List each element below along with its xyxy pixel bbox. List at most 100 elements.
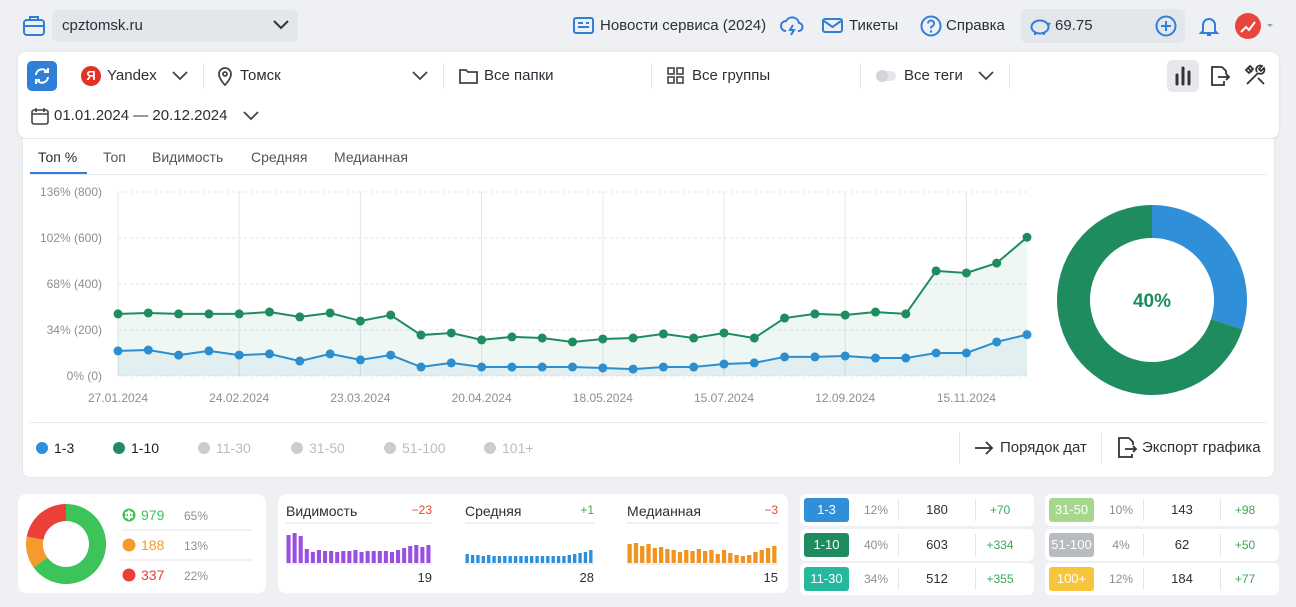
spark-bar <box>703 551 708 563</box>
add-funds[interactable] <box>1155 15 1177 37</box>
series-point <box>325 349 335 359</box>
position-count: 62 <box>1174 536 1190 552</box>
cell-divider <box>898 533 899 556</box>
x-tick-label: 18.05.2024 <box>573 391 633 405</box>
tab[interactable]: Топ <box>103 149 126 165</box>
spark-bar <box>389 552 394 563</box>
series-point <box>416 362 426 372</box>
series-point <box>658 329 668 339</box>
spark-bar <box>759 550 764 563</box>
site-select[interactable] <box>52 10 298 42</box>
x-tick-label: 12.09.2024 <box>815 391 875 405</box>
legend-dot <box>36 442 48 454</box>
series-point <box>537 333 547 343</box>
metric-value: 19 <box>417 570 432 585</box>
export-chart-button[interactable]: Экспорт графика <box>1142 439 1261 456</box>
spark-bar <box>530 556 534 563</box>
date-order-button[interactable]: Порядок дат <box>1000 439 1087 456</box>
spark-bar <box>551 556 555 563</box>
series-point <box>386 350 396 360</box>
tags-select[interactable]: Все теги <box>904 67 963 84</box>
spark-bar <box>316 550 321 563</box>
spark-bar <box>728 553 733 563</box>
tab[interactable]: Медианная <box>334 149 408 165</box>
settings-button[interactable] <box>1244 64 1268 88</box>
legend-label-inactive: 101+ <box>502 440 534 456</box>
series-point <box>174 309 184 319</box>
region-select[interactable]: Томск <box>240 67 281 84</box>
tags-toggle[interactable] <box>875 69 897 83</box>
series-point <box>749 333 759 343</box>
metric-title: Видимость <box>286 503 358 519</box>
legend-label: 1-3 <box>54 440 74 456</box>
spark-bar <box>524 556 528 563</box>
series-point <box>416 330 426 340</box>
series-point <box>840 351 850 361</box>
divider <box>651 63 652 89</box>
series-point <box>719 328 729 338</box>
series-point <box>355 316 365 326</box>
series-point <box>204 346 214 356</box>
tickets-link[interactable]: Тикеты <box>849 17 899 34</box>
x-tick-label: 15.11.2024 <box>937 391 996 405</box>
refresh-button[interactable] <box>27 61 57 91</box>
bell-icon[interactable] <box>1198 15 1220 37</box>
x-tick-label: 15.07.2024 <box>694 391 754 405</box>
spark-bar <box>298 536 303 563</box>
position-count: 180 <box>926 502 948 517</box>
briefcase-icon[interactable] <box>22 15 46 37</box>
spark-bar <box>715 554 720 563</box>
y-tick-label: 34% (200) <box>47 323 102 337</box>
export-button[interactable] <box>1209 65 1231 87</box>
cell-divider <box>975 568 976 590</box>
series-point <box>143 308 153 318</box>
spark-bar <box>556 556 561 563</box>
yandex-icon: Я <box>81 66 101 86</box>
folders-select[interactable]: Все папки <box>484 67 554 84</box>
engine-select[interactable]: Yandex <box>107 67 157 84</box>
series-point <box>295 356 305 366</box>
position-count: 184 <box>1171 571 1193 586</box>
series-point <box>507 362 517 372</box>
series-point <box>325 308 335 318</box>
donut-segment <box>1057 205 1243 396</box>
series-point <box>446 358 456 368</box>
help-link[interactable]: Справка <box>946 17 1005 34</box>
spark-bar <box>465 554 469 563</box>
spark-bar <box>497 556 502 563</box>
site-name: cpztomsk.ru <box>62 17 143 34</box>
series-area <box>118 334 1027 376</box>
spark-bar <box>671 550 676 563</box>
series-point <box>628 364 638 374</box>
groups-select[interactable]: Все группы <box>692 67 771 84</box>
chart-view-button[interactable] <box>1167 60 1199 92</box>
tabs-divider <box>30 174 1267 175</box>
cell-divider <box>1143 533 1144 556</box>
spark-bar <box>371 551 376 563</box>
news-link[interactable]: Новости сервиса (2024) <box>600 17 767 34</box>
mail-icon <box>822 18 843 33</box>
metric-value: 15 <box>763 570 778 585</box>
series-point <box>446 328 456 338</box>
spark-bar <box>513 556 518 563</box>
tab[interactable]: Топ % <box>38 149 78 165</box>
series-point <box>568 337 577 347</box>
legend-dot-inactive <box>484 442 496 454</box>
spark-bar <box>508 556 512 563</box>
legend-dot-inactive <box>198 442 210 454</box>
series-point <box>658 362 668 372</box>
divider <box>959 432 960 464</box>
sync-icon[interactable] <box>780 15 804 37</box>
avatar[interactable] <box>1234 12 1276 40</box>
period-select[interactable]: 01.01.2024 — 20.12.2024 <box>54 107 228 124</box>
position-share: 4% <box>1112 537 1130 552</box>
tab[interactable]: Видимость <box>152 149 224 165</box>
news-icon <box>573 17 594 34</box>
tab[interactable]: Средняя <box>251 149 308 165</box>
summary-value: 979 <box>141 507 165 523</box>
series-point <box>749 358 759 368</box>
cell-divider <box>975 533 976 556</box>
spark-bar <box>492 556 496 563</box>
position-change: +355 <box>986 572 1014 586</box>
